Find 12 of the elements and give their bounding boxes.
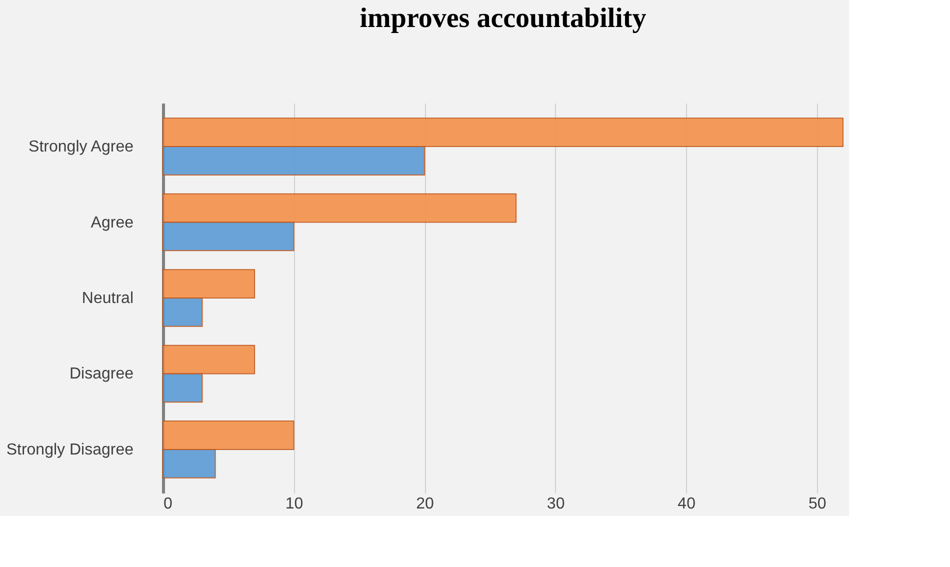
x-tick-label: 0	[164, 496, 172, 512]
chart-title: improves accountability	[360, 3, 646, 34]
x-tick-label: 10	[285, 496, 304, 512]
y-tick-label: Strongly Disagree	[6, 441, 134, 458]
y-tick-label: Neutral	[82, 290, 134, 307]
y-tick-label: Agree	[90, 214, 134, 232]
x-tick-label: 40	[678, 496, 696, 512]
x-tick-label: 50	[808, 496, 826, 512]
x-tick-label: 30	[546, 496, 565, 512]
x-tick-label: 20	[416, 496, 434, 512]
y-tick-label: Disagree	[69, 366, 134, 383]
y-tick-label: Strongly Agree	[28, 138, 134, 156]
